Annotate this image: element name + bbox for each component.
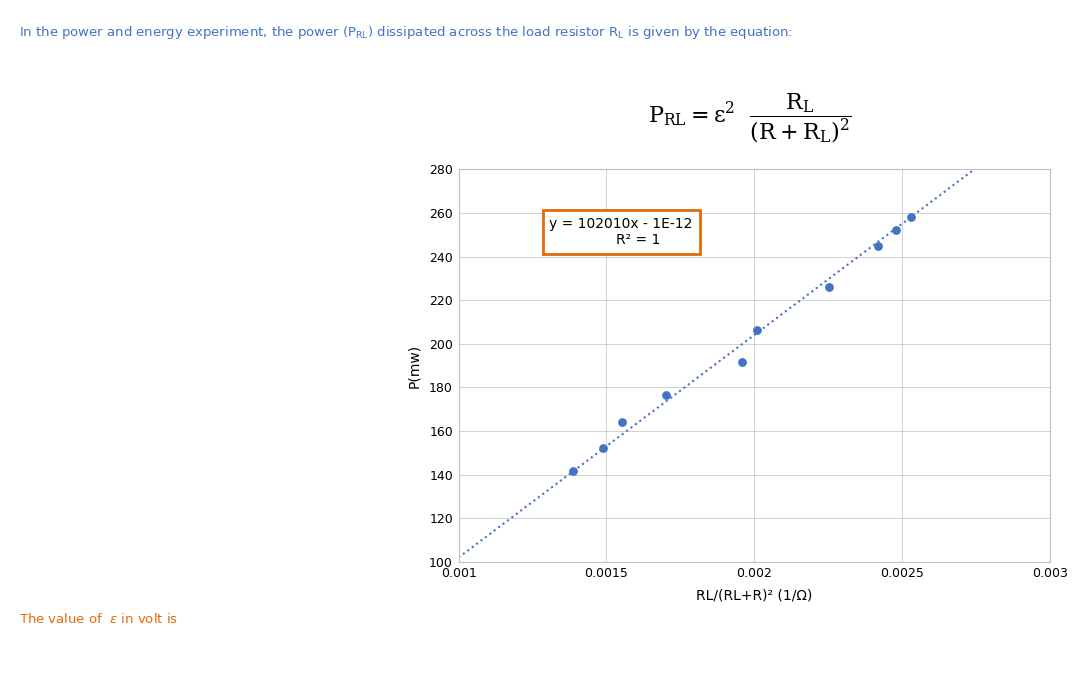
X-axis label: RL/(RL+R)² (1/Ω): RL/(RL+R)² (1/Ω) [696, 589, 812, 603]
Point [888, 225, 905, 236]
Point [734, 357, 751, 368]
Text: $\mathregular{P_{RL}}$$\mathregular{=\varepsilon^2}$  $\mathregular{\dfrac{R_L}{: $\mathregular{P_{RL}}$$\mathregular{=\va… [648, 91, 851, 145]
Point [595, 443, 612, 454]
Y-axis label: P(mw): P(mw) [407, 343, 421, 388]
Text: In the power and energy experiment, the power (P$_{\rm RL}$) dissipated across t: In the power and energy experiment, the … [19, 24, 793, 41]
Point [564, 466, 582, 477]
Point [870, 240, 887, 251]
Text: y = 102010x - 1E-12
        R² = 1: y = 102010x - 1E-12 R² = 1 [549, 217, 693, 247]
Point [614, 417, 631, 428]
Point [820, 282, 837, 292]
Point [902, 212, 919, 223]
Point [749, 324, 766, 335]
Text: The value of  $\varepsilon$ in volt is: The value of $\varepsilon$ in volt is [19, 612, 178, 626]
Point [657, 389, 674, 400]
